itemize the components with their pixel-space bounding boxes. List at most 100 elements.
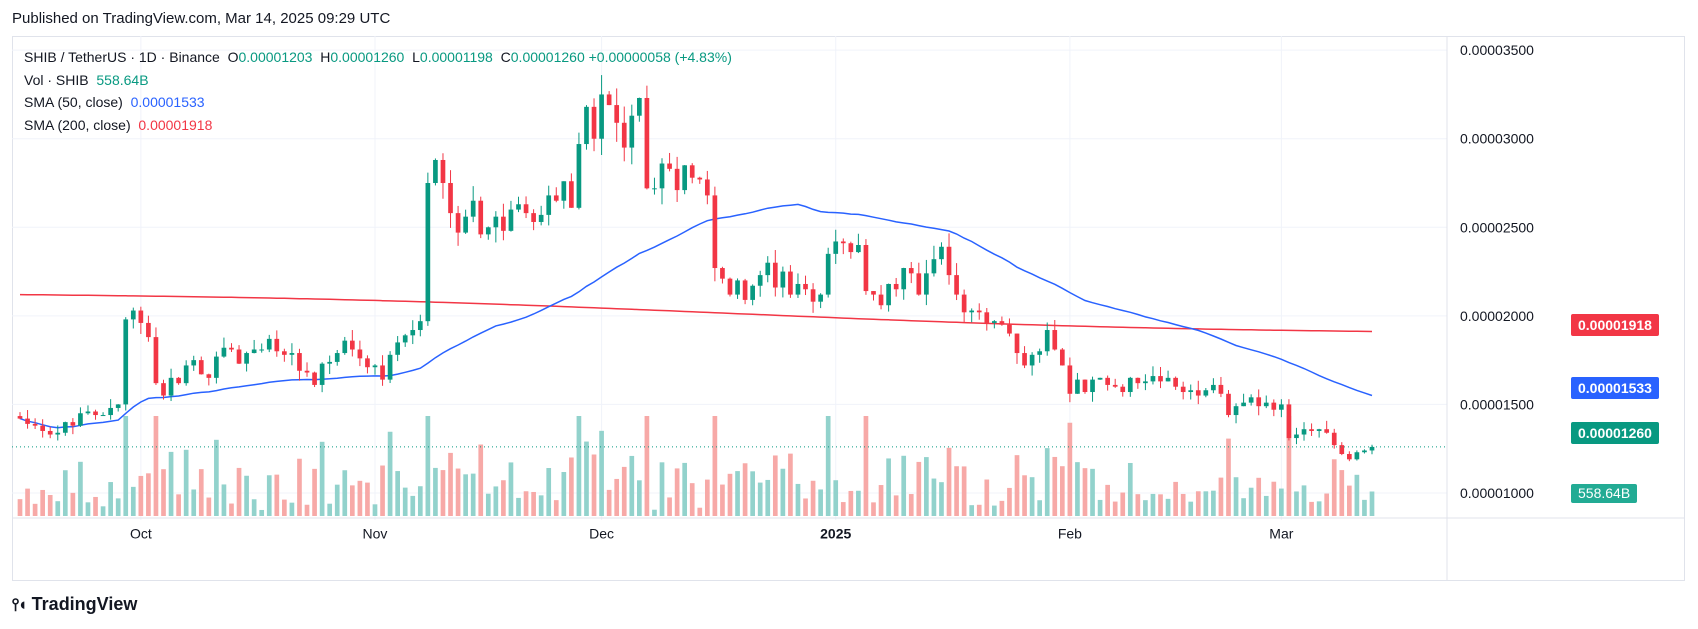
- candle-body: [1346, 454, 1352, 460]
- volume-bar: [1294, 491, 1299, 516]
- volume-bar: [999, 500, 1005, 516]
- sma50-price-badge: 0.00001533: [1571, 377, 1659, 399]
- volume-bar: [1143, 500, 1148, 516]
- candle-body: [221, 347, 227, 357]
- volume-bar: [886, 458, 891, 516]
- last-price-badge: 0.00001260: [1571, 422, 1659, 444]
- volume-bar: [584, 441, 589, 516]
- candle-body: [1203, 390, 1209, 396]
- volume-bar: [478, 444, 484, 516]
- volume-bar: [1097, 499, 1103, 516]
- candle-body: [856, 245, 861, 253]
- volume-bar: [969, 505, 975, 516]
- candle-body: [1029, 354, 1035, 366]
- volume-bar: [569, 457, 574, 516]
- sma50-legend-row[interactable]: SMA (50, close) 0.00001533: [24, 91, 732, 114]
- volume-bar: [297, 458, 302, 516]
- volume-bar: [327, 503, 333, 516]
- volume-bar: [772, 455, 778, 516]
- volume-bar: [629, 455, 635, 516]
- volume-bar: [1044, 448, 1050, 516]
- open-value: 0.00001203: [238, 49, 313, 65]
- volume-bar: [1037, 500, 1043, 516]
- x-tick-label: Mar: [1269, 525, 1293, 541]
- volume-bar: [1059, 466, 1065, 516]
- volume-bar: [183, 449, 189, 516]
- candle-body: [1279, 404, 1284, 410]
- candle-body: [939, 246, 944, 260]
- candle-body: [818, 294, 823, 302]
- candle-body: [765, 262, 771, 276]
- volume-bar: [840, 502, 846, 516]
- volume-bar: [961, 466, 967, 516]
- candle-body: [1339, 445, 1345, 455]
- volume-bar: [591, 454, 597, 516]
- volume-bar: [1135, 494, 1141, 516]
- volume-bar: [115, 498, 121, 516]
- candle-body: [32, 423, 38, 426]
- volume-bar: [1316, 501, 1322, 516]
- volume-bar: [1029, 477, 1035, 516]
- volume-bar: [206, 497, 212, 516]
- candle-body: [455, 213, 461, 233]
- volume-bar: [553, 500, 559, 516]
- volume-bar: [803, 498, 808, 516]
- candle-body: [674, 168, 680, 191]
- price-chart[interactable]: 0.00003500 0.00003000 0.00002500 0.00002000…: [12, 36, 1685, 581]
- volume-bar: [501, 480, 506, 516]
- candle-body: [795, 283, 801, 295]
- volume-bar: [765, 479, 771, 516]
- sma200-legend-row[interactable]: SMA (200, close) 0.00001918: [24, 114, 732, 137]
- volume-bar: [342, 470, 348, 516]
- volume-bar: [1339, 470, 1345, 516]
- volume-badge: 558.64B: [1571, 484, 1638, 503]
- candle-body: [206, 374, 212, 378]
- volume-bar: [410, 495, 416, 516]
- candle-body: [1180, 386, 1186, 393]
- volume-bar: [1218, 477, 1224, 516]
- candle-body: [266, 338, 272, 350]
- candle-body: [289, 353, 295, 355]
- candle-body: [334, 353, 340, 362]
- candle-body: [304, 370, 310, 373]
- candle-body: [319, 363, 325, 385]
- candle-body: [908, 268, 914, 274]
- volume-bar: [17, 499, 23, 516]
- candle-body: [402, 335, 408, 343]
- volume-bar: [576, 416, 582, 516]
- volume-bar: [908, 494, 914, 516]
- candle-body: [848, 243, 854, 253]
- volume-bar: [878, 485, 884, 516]
- candle-body: [742, 280, 748, 300]
- candle-body: [1097, 377, 1103, 380]
- candle-body: [349, 340, 355, 350]
- tradingview-footer[interactable]: ⫯◖ TradingView: [12, 594, 137, 615]
- volume-bar: [1173, 481, 1178, 516]
- volume-bar: [697, 507, 703, 516]
- volume-bar: [365, 482, 370, 516]
- candle-body: [757, 275, 763, 286]
- volume-bar: [916, 461, 922, 516]
- candle-body: [1256, 397, 1262, 407]
- volume-bar: [1331, 459, 1337, 516]
- volume-bar: [1324, 493, 1330, 516]
- x-tick-label: Nov: [363, 525, 388, 541]
- chart-frame[interactable]: [12, 36, 1685, 581]
- symbol-label[interactable]: SHIB / TetherUS · 1D · Binance: [24, 49, 220, 65]
- volume-bar: [984, 479, 990, 516]
- volume-legend-row[interactable]: Vol · SHIB 558.64B: [24, 69, 732, 92]
- volume-bar: [757, 482, 763, 516]
- candle-body: [1218, 384, 1224, 394]
- volume-bar: [372, 504, 378, 516]
- volume-bar: [221, 484, 227, 516]
- candle-body: [1263, 402, 1269, 407]
- candle-body: [576, 144, 582, 208]
- candle-body: [176, 377, 181, 384]
- volume-bar: [833, 480, 839, 516]
- volume-bar: [1369, 491, 1375, 516]
- volume-bar: [161, 469, 166, 516]
- brand-label: TradingView: [31, 594, 138, 614]
- volume-bar: [274, 474, 280, 516]
- volume-bar: [153, 416, 159, 516]
- volume-bar: [1286, 416, 1292, 516]
